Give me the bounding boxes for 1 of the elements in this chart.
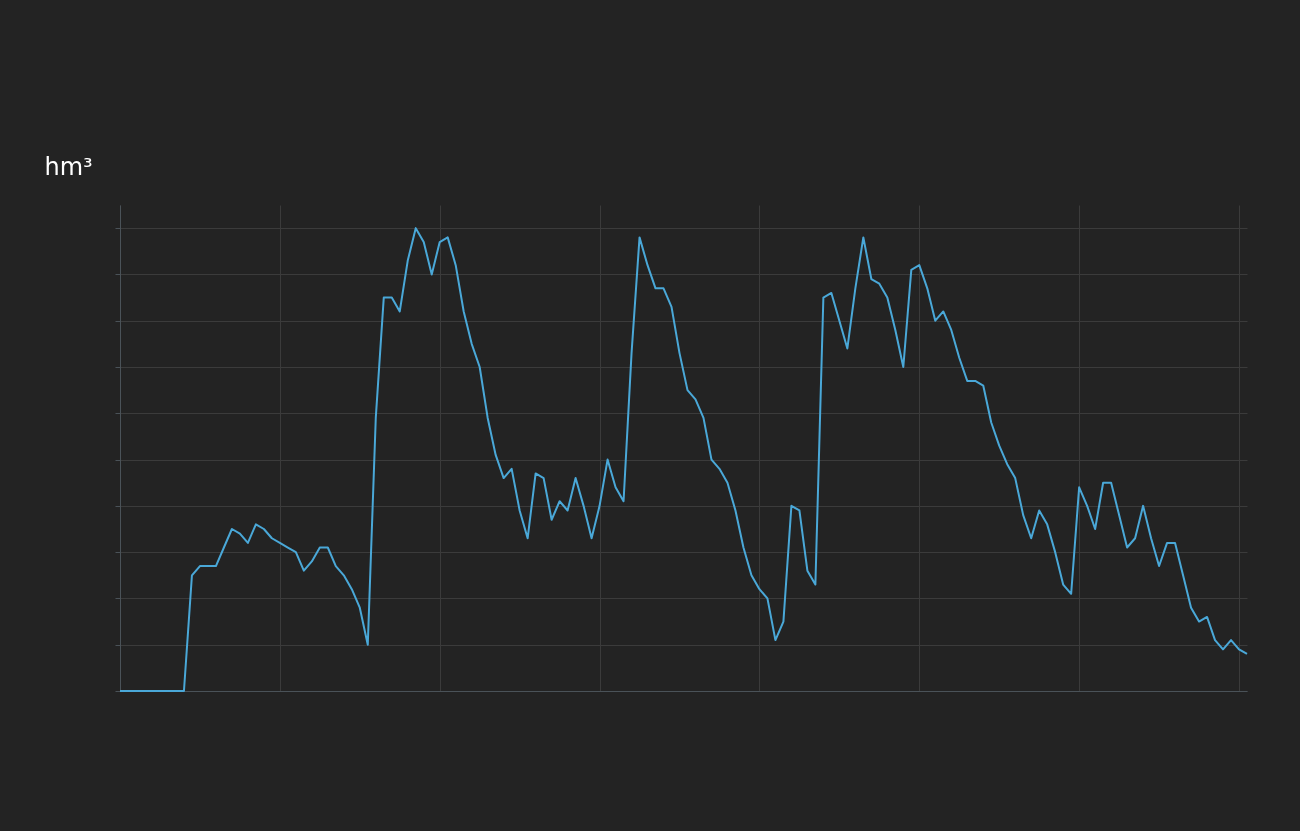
y-axis-title: hm³ (44, 153, 93, 181)
